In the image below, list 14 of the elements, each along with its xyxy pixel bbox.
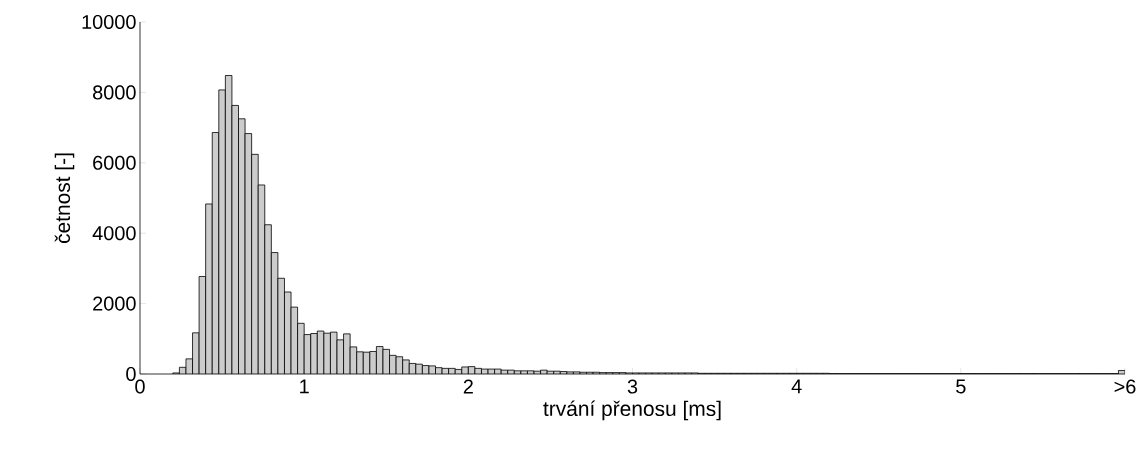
x-axis-title: trvání přenosu [ms]	[543, 400, 721, 421]
y-tick-label: 6000	[93, 155, 136, 170]
x-tick-label: 1	[300, 379, 309, 394]
y-tick-label: 0	[126, 366, 136, 382]
y-tick-label: 8000	[93, 85, 136, 100]
x-tick-label: 4	[791, 379, 802, 394]
x-tick-label: 2	[463, 379, 473, 394]
y-axis-title: četnost [-]	[54, 153, 75, 244]
y-tick-label: 10000	[82, 14, 136, 30]
x-tick-label: 5	[956, 379, 966, 394]
y-tick-label: 2000	[93, 296, 136, 311]
y-tick-label: 4000	[92, 226, 136, 241]
x-tick-label: >6	[1114, 379, 1136, 394]
x-tick-label: 3	[627, 379, 638, 394]
